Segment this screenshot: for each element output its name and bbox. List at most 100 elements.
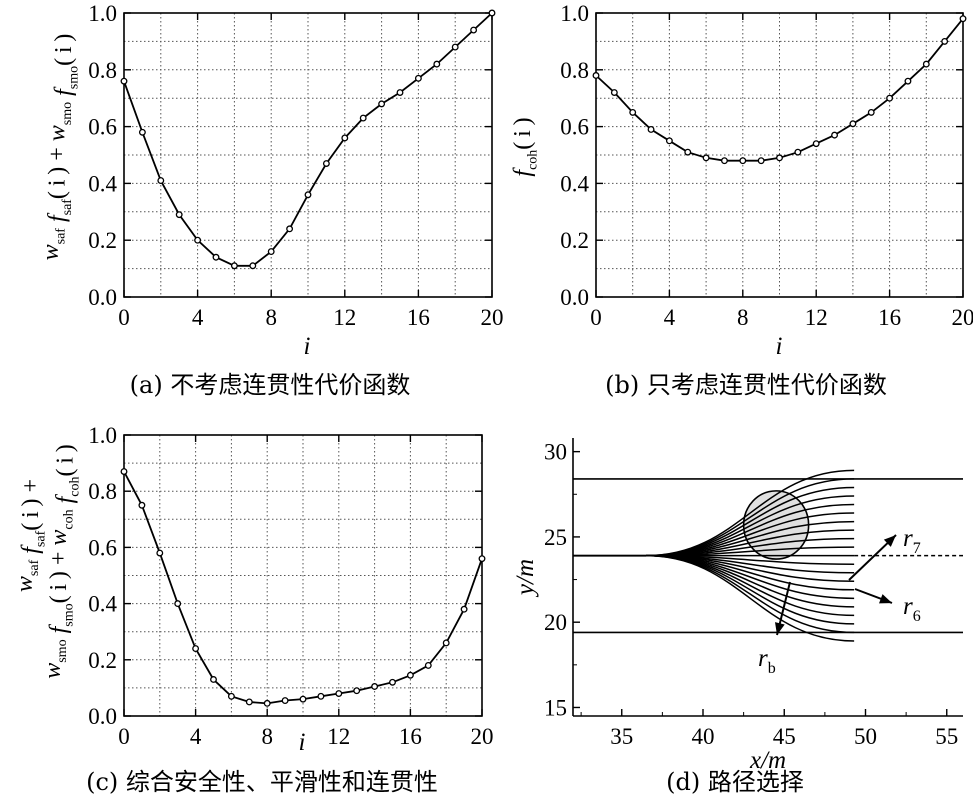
candidate-path [646,469,855,557]
x-tick-label: 50 [854,724,877,749]
data-point [433,60,441,68]
x-tick-label: 35 [610,724,633,749]
y-tick-label: 0.4 [88,171,117,196]
arrow-r6-head [879,594,892,604]
data-point [647,125,655,133]
data-point [304,191,312,199]
data-point [359,114,367,122]
panel-caption: (c) 综合安全性、平滑性和连贯性 [86,768,438,796]
x-axis-label: x/m [749,747,786,774]
data-point [414,74,422,82]
data-point [406,671,414,679]
data-point [470,26,478,34]
y-tick-label: 0.2 [560,228,589,253]
arrow-rb-head [775,622,785,635]
y-tick-label: 0.4 [88,592,117,617]
grid [124,13,492,297]
y-tick-label: 0.8 [88,479,117,504]
ticks [123,434,483,717]
x-tick-label: 4 [190,724,202,749]
label-r6: r6 [903,593,921,625]
y-tick-label: 0.4 [560,171,589,196]
y-tick-label: 1.0 [560,1,589,26]
panel-c: 0 4 8 12 16 20 0.0 0.2 0.4 0.6 0.8 1.0 i wsaf fsaf( i… [12,423,494,796]
y-tick-label: 0.6 [88,535,117,560]
x-tick-label: 16 [878,305,901,330]
data-point [812,140,820,148]
data-point [378,100,386,108]
panel-caption: (d) 路径选择 [666,768,804,796]
axes-frame [123,12,493,298]
panel-a: 0 4 8 12 16 20 0.0 0.2 0.4 0.6 0.8 1.0 i wsaf fsaf( i… [38,1,504,399]
data-point [424,661,432,669]
x-tick-label: 20 [471,724,494,749]
y-tick-label: 25 [544,525,567,550]
data-point [174,600,182,608]
data-point [389,678,396,686]
axes-frame [595,12,964,298]
x-tick-label: 8 [265,305,277,330]
label-r7: r7 [903,525,921,557]
data-point [138,128,146,136]
data-point [702,154,710,162]
axes-frame [123,434,483,717]
data-point [794,148,802,156]
data-point [665,137,673,145]
data-point [684,148,692,156]
data-point [959,15,967,23]
data-point [451,43,459,51]
data-point [212,253,220,261]
data-point [886,94,894,102]
y-tick-label: 20 [544,610,567,635]
x-tick-label: 55 [935,724,958,749]
grid [124,435,482,716]
candidate-path [646,554,855,625]
data-point [249,262,257,270]
data-point [442,639,450,647]
data-point [317,692,325,700]
data-point [286,225,294,233]
y-axis-label-line2: wsmo fsmo( i ) + wcoh fcoh( i ) [40,444,82,679]
y-tick-label: 0.2 [88,228,117,253]
label-rb: rb [758,645,776,677]
y-tick-label: 15 [544,695,567,720]
x-tick-label: 16 [399,724,422,749]
x-axis-label: i [776,333,783,360]
x-tick-label: 4 [192,305,204,330]
grid [596,13,963,297]
y-tick-label: 0.0 [88,285,117,310]
y-tick-label: 0.6 [560,115,589,140]
x-tick-label: 12 [327,724,350,749]
y-tick-label: 0.6 [88,115,117,140]
data-point [371,683,379,690]
y-tick-label: 1.0 [88,1,117,26]
x-tick-label: 40 [692,724,715,749]
y-tick-label: 0.0 [88,704,117,729]
x-tick-label: 20 [952,305,973,330]
ticks [595,12,964,298]
data-point [941,37,949,45]
data-point [353,687,361,695]
data-point [460,605,468,613]
data-point [245,698,253,706]
y-tick-label: 1.0 [88,423,117,448]
y-axis-label-line1: wsaf fsaf( i ) + [12,479,48,592]
x-tick-label: 45 [773,724,796,749]
x-axis-label: i [299,729,306,756]
data-point [904,77,912,85]
y-tick-label: 0.8 [88,58,117,83]
x-tick-label: 0 [118,724,130,749]
data-point [157,177,165,185]
x-axis-label: i [304,333,311,360]
data-point [849,120,857,128]
arrow-r7-head [883,535,896,547]
data-point [263,699,271,707]
data-point [396,89,404,96]
data-point [776,154,783,162]
x-tick-label: 12 [333,305,356,330]
y-axis-label: y/m [512,559,539,598]
data-point [227,692,235,700]
x-tick-label: 8 [737,305,749,330]
panel-caption: (b) 只考虑连贯性代价函数 [605,371,887,399]
